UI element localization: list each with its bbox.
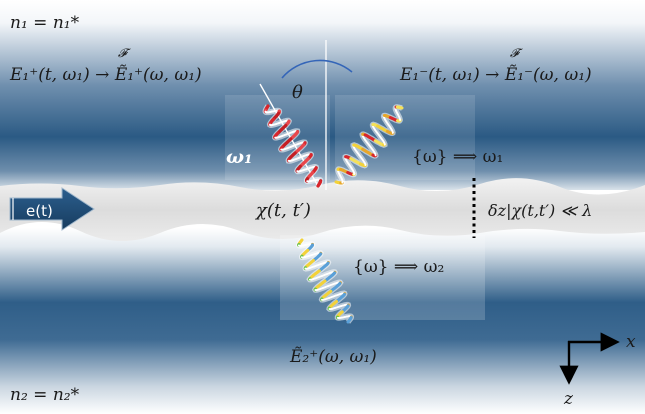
thickness-condition-label: δz|χ(t,t′) ≪ λ [488, 201, 592, 220]
incident-field-label: E₁⁺(t, ω₁) → Ẽ₁⁺(ω, ω₁) [9, 64, 202, 85]
transmitted-wave-packet [295, 238, 355, 324]
excitation-label: e(t) [26, 202, 53, 220]
wave-segment [316, 183, 321, 188]
thin-film-layer [0, 178, 645, 242]
angle-label: θ [292, 82, 303, 103]
transmitted-field-label: Ẽ₂⁺(ω, ω₁) [289, 346, 377, 367]
upper-medium-index: n₁ = n₁* [10, 13, 80, 33]
incident-frequency-label: ω₁ [226, 146, 252, 168]
reflected-field-label: E₁⁻(t, ω₁) → Ẽ₁⁻(ω, ω₁) [399, 64, 592, 85]
upper-medium [0, 0, 645, 190]
reflected-wave-packet [334, 104, 404, 186]
reflected-conversion-label: {ω} ⟹ ω₁ [412, 147, 503, 167]
excitation-arrow [9, 187, 95, 231]
susceptibility-label: χ(t, t′) [254, 200, 311, 221]
incident-wave-packet [262, 104, 324, 188]
wave-segment [346, 319, 351, 324]
z-axis-label: z [563, 389, 574, 409]
lower-medium [0, 228, 645, 414]
angle-arc [281, 59, 353, 79]
lower-medium-index: n₂ = n₂* [10, 385, 80, 405]
x-axis-label: x [626, 332, 636, 352]
transmitted-conversion-label: {ω} ⟹ ω₂ [353, 257, 444, 277]
reflected-glow [335, 95, 475, 180]
